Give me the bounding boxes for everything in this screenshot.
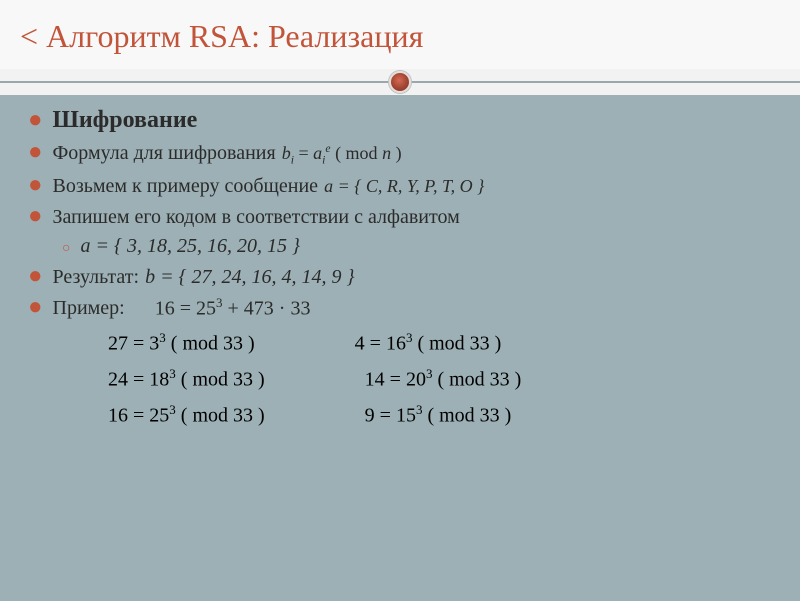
divider [0,69,800,95]
b-values: b = { 27, 24, 16, 4, 14, 9 } [145,266,355,289]
eq-2-right: 14 = 203 ( mod 33 ) [365,366,522,392]
example-line: ● Пример: 16 = 253 + 473 · 33 [28,295,772,321]
eq-1-left: 27 = 33 ( mod 33 ) [108,330,255,356]
a-values-line: ○ a = { 3, 18, 25, 16, 20, 15 } [28,235,772,258]
equation-row-3: 16 = 253 ( mod 33 ) 9 = 153 ( mod 33 ) [108,402,772,428]
title-area: < Алгоритм RSA: Реализация [0,0,800,69]
divider-circle-icon [389,71,411,93]
equation-row-2: 24 = 183 ( mod 33 ) 14 = 203 ( mod 33 ) [108,366,772,392]
eq-3-left: 16 = 253 ( mod 33 ) [108,402,265,428]
eq-3-right: 9 = 153 ( mod 33 ) [365,402,512,428]
example-label: Возьмем к примеру сообщение [53,175,319,198]
formula-main: bi = aie ( mod n ) [282,142,402,167]
eq-2-left: 24 = 183 ( mod 33 ) [108,366,265,392]
bullet-icon: ● [28,204,43,228]
slide-title: < Алгоритм RSA: Реализация [20,18,780,55]
content-area: ● Шифрование ● Формула для шифрования bi… [0,95,800,601]
slide: < Алгоритм RSA: Реализация ● Шифрование … [0,0,800,600]
section-heading: Шифрование [53,107,198,134]
example-expr: 16 = 253 + 473 · 33 [155,295,311,321]
write-code-label: Запишем его кодом в соответствии с алфав… [53,206,460,229]
bullet-icon: ● [28,295,43,319]
write-code-line: ● Запишем его кодом в соответствии с алф… [28,204,772,229]
formula-line: ● Формула для шифрования bi = aie ( mod … [28,140,772,167]
formula-label: Формула для шифрования [53,142,276,165]
bullet-icon: ● [28,264,43,288]
result-line: ● Результат: b = { 27, 24, 16, 4, 14, 9 … [28,264,772,289]
example-label2: Пример: [53,297,125,320]
heading-line: ● Шифрование [28,107,772,134]
bullet-icon: ● [28,108,43,132]
sub-bullet-icon: ○ [62,241,70,257]
set-a-letters: a = { C, R, Y, P, T, O } [324,176,484,197]
eq-1-right: 4 = 163 ( mod 33 ) [355,330,502,356]
example-msg-line: ● Возьмем к примеру сообщение a = { C, R… [28,173,772,198]
result-label: Результат: [53,266,140,289]
equation-row-1: 27 = 33 ( mod 33 ) 4 = 163 ( mod 33 ) [108,330,772,356]
bullet-icon: ● [28,173,43,197]
bullet-icon: ● [28,140,43,164]
a-values: a = { 3, 18, 25, 16, 20, 15 } [80,235,300,258]
